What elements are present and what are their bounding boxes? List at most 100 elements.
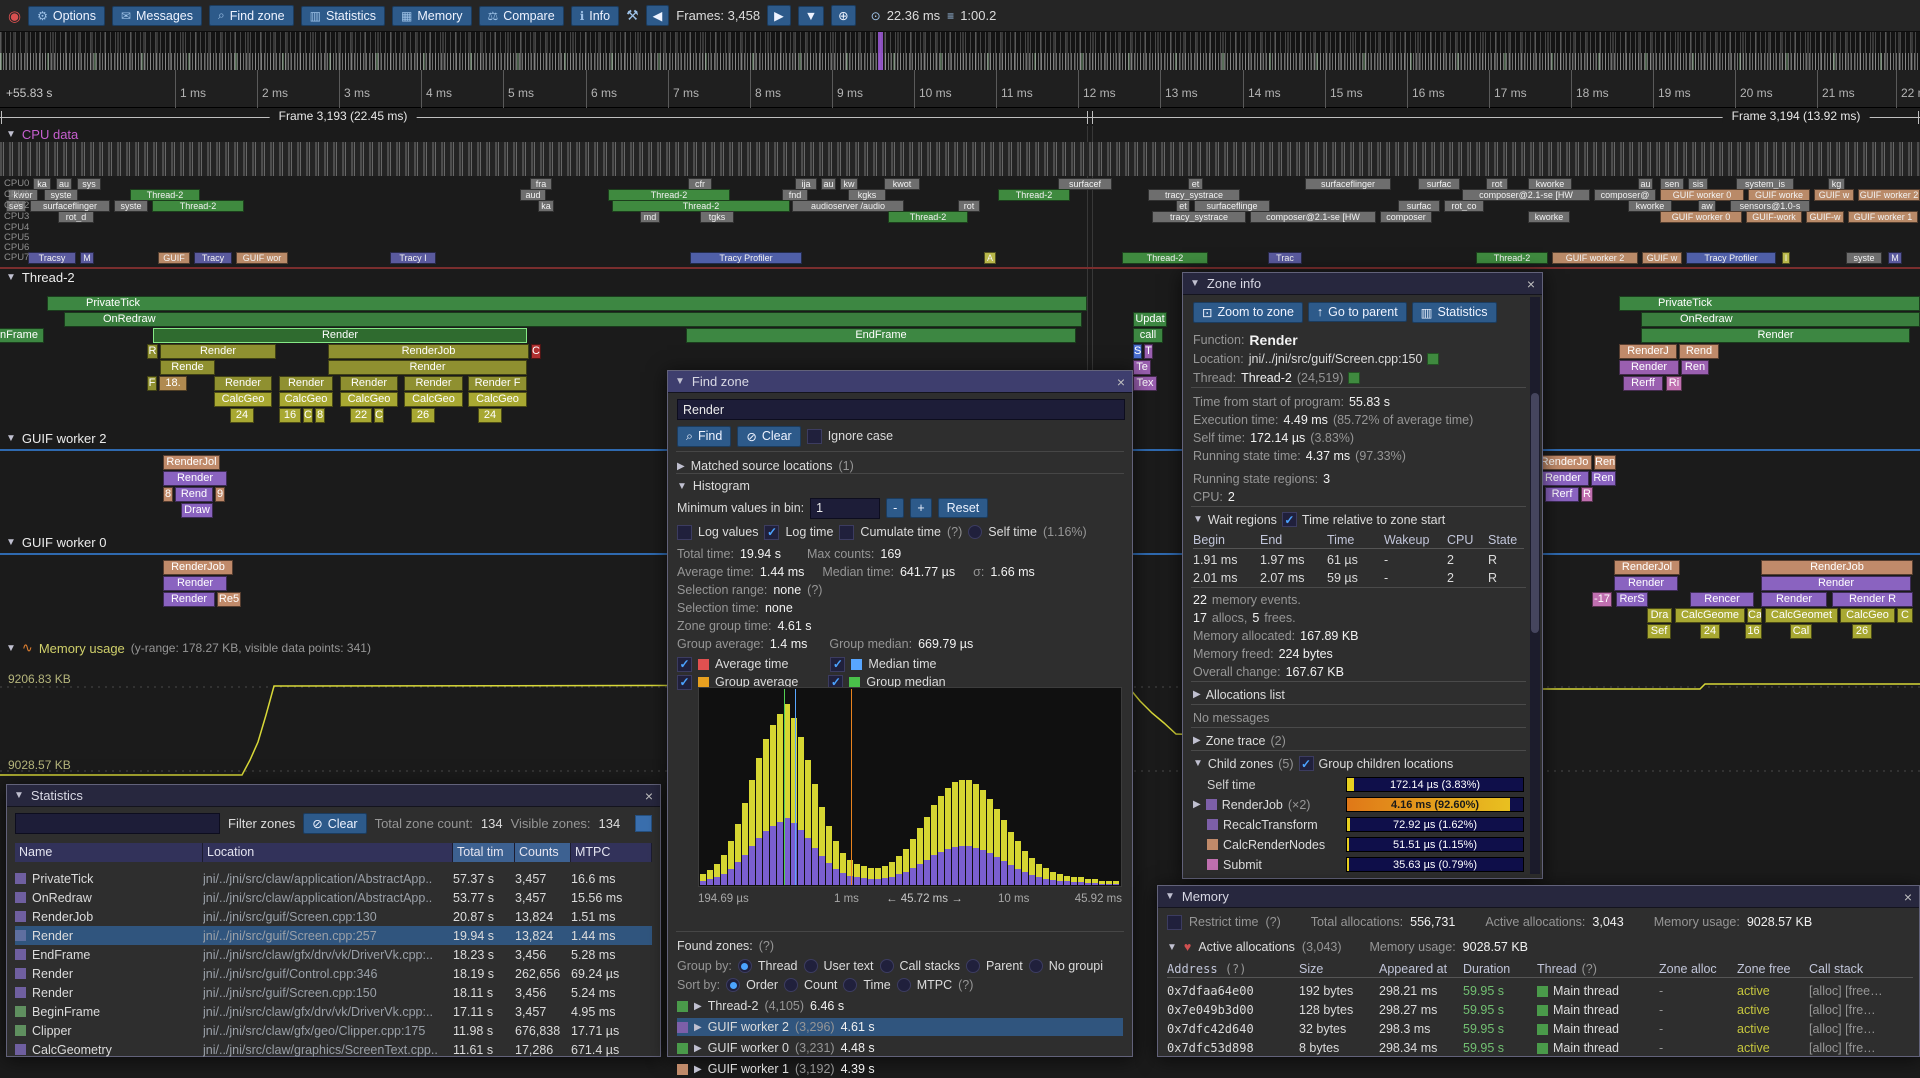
power-icon[interactable]: ◉ (8, 7, 21, 25)
thread-header-thread2[interactable]: ▼Thread-2 (6, 270, 75, 285)
restrict-time-checkbox[interactable] (1167, 915, 1182, 930)
group-children-checkbox[interactable] (1299, 756, 1314, 771)
timeline-zone[interactable]: M (1888, 252, 1902, 264)
timeline-zone[interactable]: syste (1846, 252, 1882, 264)
statistics-row[interactable]: Clipperjni/../jni/src/claw/gfx/geo/Clipp… (15, 1021, 652, 1040)
timeline-zone[interactable]: 9 (215, 487, 225, 502)
timeline-zone[interactable]: EndFrame (686, 328, 1076, 343)
bin-increase-button[interactable]: + (910, 498, 931, 518)
timeline-zone[interactable]: Render (214, 376, 272, 391)
allocation-row[interactable]: 0x7dfc42d64032 bytes298.3 ms59.95 sMain … (1167, 1020, 1913, 1038)
allocations-list-expander[interactable]: ▶Allocations list (1193, 686, 1524, 703)
statistics-row[interactable]: PrivateTickjni/../jni/src/claw/applicati… (15, 869, 652, 888)
statistics-row-selected[interactable]: Renderjni/../jni/src/guif/Screen.cpp:257… (15, 926, 652, 945)
options-button[interactable]: ⚙Options (28, 6, 105, 26)
child-zone-row[interactable]: Submit35.63 µs (0.79%) (1193, 856, 1524, 873)
timeline-zone[interactable]: RenderJol (1614, 560, 1680, 575)
median-time-checkbox[interactable] (830, 657, 845, 672)
source-color-square[interactable] (1427, 353, 1439, 365)
timeline-zone[interactable]: Tex (1133, 376, 1157, 391)
timeline-zone[interactable]: Thread-2 (1476, 252, 1548, 264)
close-icon[interactable]: × (1527, 276, 1535, 292)
timeline-zone[interactable]: CalcGeo (279, 392, 333, 407)
timeline-zone[interactable]: S (1133, 344, 1142, 359)
ignore-case-checkbox[interactable] (807, 429, 822, 444)
expand-icon[interactable]: ▶ (1193, 799, 1201, 810)
timeline-zone[interactable]: F (147, 376, 157, 391)
timeline-zone[interactable]: I (1782, 252, 1790, 264)
statistics-row[interactable]: BeginFramejni/../jni/src/claw/gfx/drv/vk… (15, 1002, 652, 1021)
timeline-zone[interactable]: Dra (1647, 608, 1672, 623)
zoom-to-zone-button[interactable]: ⊡Zoom to zone (1193, 302, 1303, 323)
timeline-zone[interactable]: 22 (350, 408, 372, 423)
min-bin-input[interactable] (810, 498, 880, 519)
timeline-zone[interactable]: Render R (1832, 592, 1913, 607)
sort-time-radio[interactable] (843, 978, 857, 992)
found-zone-group[interactable]: ▶GUIF worker 0(3,231)4.48 s (677, 1039, 1123, 1057)
timeline-zone[interactable]: 8 (315, 408, 325, 423)
allocation-row[interactable]: 0x7dfaa64e00192 bytes298.21 ms59.95 sMai… (1167, 982, 1913, 1000)
timeline-zone[interactable]: Render (1761, 576, 1911, 591)
collapse-icon[interactable]: ▼ (675, 376, 685, 387)
statistics-row[interactable]: CalcGeometryjni/../jni/src/claw/graphics… (15, 1040, 652, 1059)
help-marker[interactable]: (?) (807, 583, 822, 597)
goto-frame-button[interactable]: ⊕ (831, 5, 855, 26)
group-none-radio[interactable] (1029, 959, 1043, 973)
timeline-zone[interactable]: BeginFrame (0, 328, 44, 343)
wrench-icon[interactable]: ⚒ (626, 7, 639, 24)
thread-color-square[interactable] (1348, 372, 1360, 384)
wait-region-row[interactable]: 1.91 ms1.97 ms61 µs-2R (1193, 551, 1524, 568)
sort-count-radio[interactable] (784, 978, 798, 992)
timeline-zone[interactable]: 26 (411, 408, 435, 423)
group-thread-radio[interactable] (738, 959, 752, 973)
timeline-zone[interactable]: Ca (1747, 608, 1762, 623)
timeline-zone[interactable]: CalcGeo (468, 392, 527, 407)
help-marker[interactable]: (?) (958, 978, 973, 992)
zone-location[interactable]: jni/../jni/src/guif/Screen.cpp:150 (1249, 352, 1423, 366)
memory-window-titlebar[interactable]: ▼ Memory × (1158, 886, 1919, 908)
timeline-zone[interactable]: Rerf (1545, 487, 1579, 502)
group-parent-radio[interactable] (966, 959, 980, 973)
group-call-stacks-radio[interactable] (880, 959, 894, 973)
timeline-zone[interactable]: Tracy Profiler (690, 252, 802, 264)
timeline-zone[interactable]: RerS (1616, 592, 1648, 607)
frame-dropdown-button[interactable]: ▼ (798, 6, 824, 26)
timeline-zone[interactable]: Tracy Profiler (1686, 252, 1776, 264)
found-zone-group-selected[interactable]: ▶GUIF worker 2(3,296)4.61 s (677, 1018, 1123, 1036)
average-time-checkbox[interactable] (677, 657, 692, 672)
statistics-row[interactable]: Renderjni/../jni/src/guif/Control.cpp:34… (15, 964, 652, 983)
column-header-mtpc[interactable]: MTPC (571, 843, 652, 862)
sort-mtpc-radio[interactable] (897, 978, 911, 992)
timeline-zone[interactable]: 8 (163, 487, 173, 502)
scrollbar-thumb[interactable] (1531, 393, 1539, 633)
timeline-zone[interactable]: C (303, 408, 313, 423)
timeline-zone[interactable]: Tracy I (390, 252, 436, 264)
timeline-zone[interactable]: M (80, 252, 94, 264)
timeline-zone[interactable]: Updat (1133, 312, 1167, 327)
log-values-checkbox[interactable] (677, 525, 692, 540)
self-time-checkbox[interactable] (968, 525, 982, 539)
help-marker[interactable]: (?) (1265, 915, 1280, 929)
timeline-zone[interactable]: C (374, 408, 384, 423)
memory-button[interactable]: ▦Memory (392, 6, 472, 26)
next-frame-button[interactable]: ▶ (767, 5, 791, 26)
timeline-zone[interactable]: Render (1614, 576, 1678, 591)
relative-time-checkbox[interactable] (1282, 512, 1297, 527)
timeline-zone[interactable]: OnRedraw (64, 312, 1082, 327)
frame-label[interactable]: Frame 3,193 (22.45 ms) (270, 109, 417, 123)
timeline-zone[interactable]: 18. (159, 376, 187, 391)
clear-filter-button[interactable]: ⊘Clear (303, 813, 366, 834)
find-zone-query-input[interactable] (677, 399, 1125, 420)
statistics-window-titlebar[interactable]: ▼ Statistics × (7, 785, 660, 807)
timeline-zone[interactable]: 16 (279, 408, 301, 423)
messages-button[interactable]: ✉Messages (112, 6, 202, 26)
found-zone-group[interactable]: ▶Thread-2(4,105)6.46 s (677, 997, 1123, 1015)
find-zone-button[interactable]: ⌕Find zone (209, 5, 294, 26)
frame-markers-band[interactable]: Frame 3,193 (22.45 ms) Frame 3,194 (13.9… (0, 108, 1920, 126)
prev-frame-button[interactable]: ◀ (646, 5, 670, 26)
timeline-zone[interactable]: Render (1761, 592, 1827, 607)
timeline-zone[interactable]: GUIF (158, 252, 190, 264)
timeline-zone[interactable]: T (1144, 344, 1153, 359)
allocations-table-header[interactable]: Address (?) Size Appeared at Duration Th… (1167, 960, 1913, 978)
wait-region-row[interactable]: 2.01 ms2.07 ms59 µs-2R (1193, 569, 1524, 586)
